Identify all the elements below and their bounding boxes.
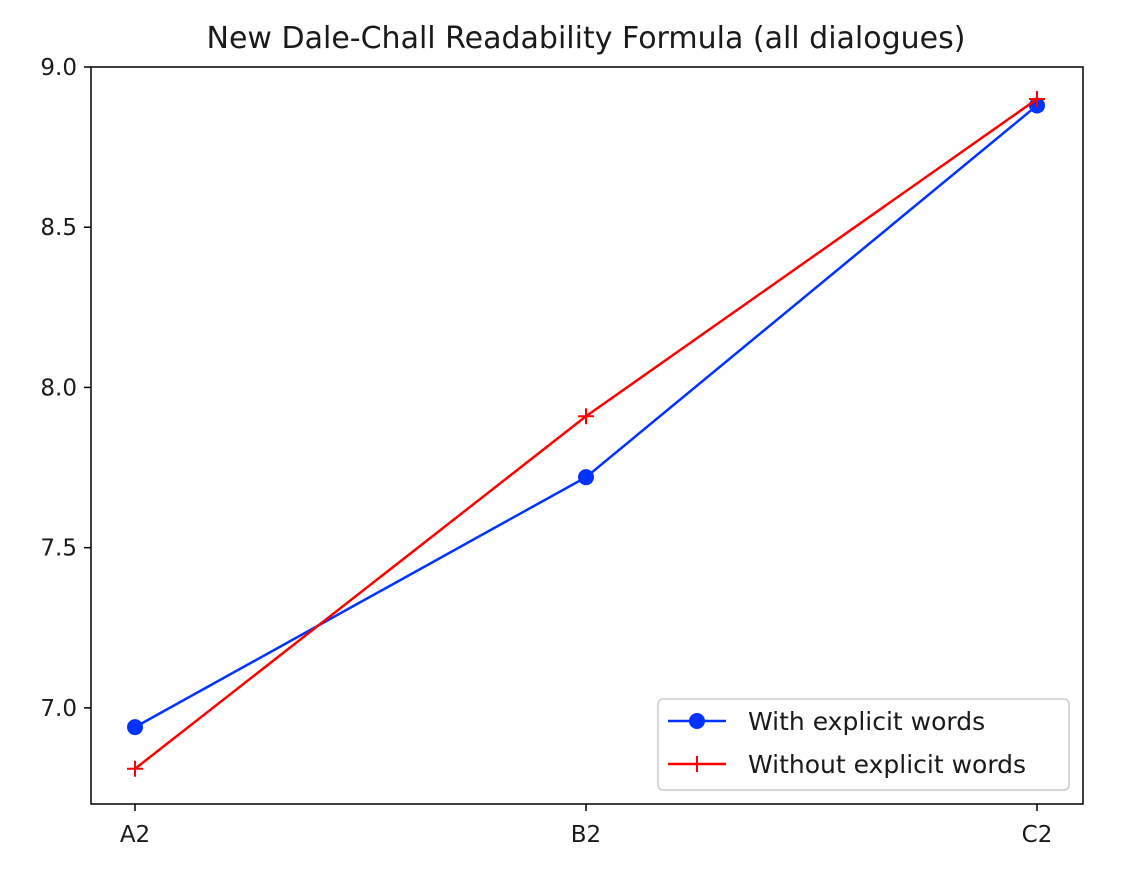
y-tick-label: 7.5	[40, 536, 77, 562]
series-line-1	[134, 98, 1038, 770]
legend-label-with-explicit: With explicit words	[748, 707, 985, 736]
x-axis: A2 B2 C2	[120, 804, 1053, 848]
data-point	[1029, 91, 1045, 108]
legend-marker-without-explicit	[689, 756, 705, 772]
data-point	[127, 719, 143, 736]
x-tick-label: B2	[571, 822, 601, 848]
plot-frame	[90, 66, 1084, 805]
data-point	[578, 408, 594, 425]
data-point	[127, 760, 143, 777]
legend: With explicit words Without explicit wor…	[657, 698, 1070, 791]
x-tick-label: A2	[120, 822, 150, 848]
series-layer	[127, 91, 1045, 777]
y-tick-label: 9.0	[40, 55, 77, 81]
y-axis: 7.0 7.5 8.0 8.5 9.0	[40, 55, 91, 722]
y-tick-label: 7.0	[40, 696, 77, 722]
legend-box	[657, 698, 1070, 791]
legend-marker-with-explicit	[689, 713, 705, 729]
legend-label-without-explicit: Without explicit words	[748, 750, 1026, 779]
x-tick-label: C2	[1022, 822, 1053, 848]
y-tick-label: 8.0	[40, 375, 77, 401]
data-point	[578, 469, 594, 486]
chart-title: New Dale-Chall Readability Formula (all …	[207, 21, 966, 56]
y-tick-label: 8.5	[40, 215, 77, 241]
